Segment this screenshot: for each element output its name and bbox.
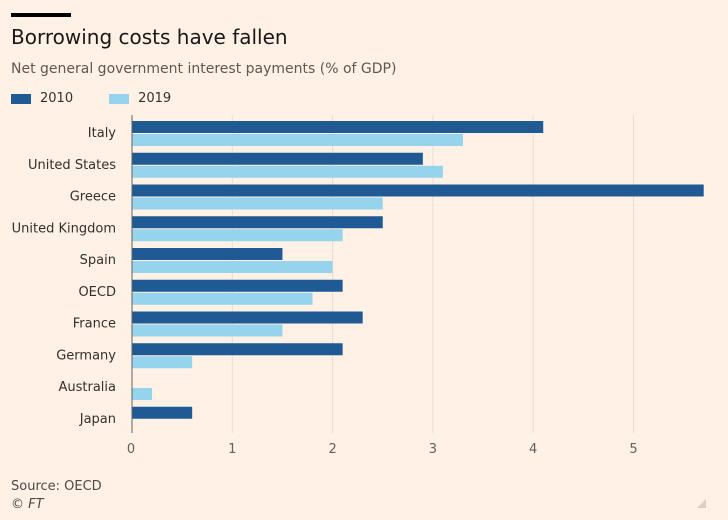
bar-united-states-2010: [132, 152, 423, 165]
bar-france-2019: [132, 324, 283, 337]
legend: 2010 2019: [11, 91, 207, 106]
x-tick-label-5: 5: [629, 442, 637, 457]
top-rule: [11, 13, 71, 17]
legend-swatch-2010: [11, 93, 31, 104]
category-label-spain: Spain: [80, 253, 116, 268]
category-label-oecd: OECD: [78, 285, 116, 300]
bar-united-kingdom-2019: [132, 229, 343, 242]
x-tick-label-3: 3: [429, 442, 437, 457]
bar-australia-2019: [132, 388, 153, 400]
category-label-australia: Australia: [58, 380, 116, 395]
x-tick-label-4: 4: [529, 442, 537, 457]
bar-france-2010: [132, 311, 363, 324]
copyright-credit: © FT: [11, 497, 44, 512]
x-tick-label-1: 1: [228, 442, 236, 457]
legend-label-2010: 2010: [40, 91, 74, 106]
bar-spain-2010: [132, 248, 283, 260]
bar-united-kingdom-2010: [132, 216, 383, 229]
bar-germany-2010: [132, 343, 343, 356]
resize-corner-icon: [697, 499, 706, 508]
bar-oecd-2019: [132, 292, 313, 305]
category-label-united-kingdom: United Kingdom: [12, 221, 116, 236]
bar-italy-2019: [132, 134, 463, 146]
category-label-france: France: [73, 317, 116, 332]
category-label-united-states: United States: [28, 158, 116, 173]
category-label-germany: Germany: [56, 348, 116, 363]
legend-label-2019: 2019: [138, 91, 172, 106]
bar-italy-2010: [132, 121, 544, 133]
legend-item-2019: 2019: [109, 91, 171, 106]
bar-japan-2010: [132, 406, 193, 419]
bar-spain-2019: [132, 261, 333, 273]
category-label-japan: Japan: [79, 412, 116, 427]
category-label-greece: Greece: [70, 190, 116, 205]
x-tick-label-0: 0: [127, 442, 135, 457]
bar-germany-2019: [132, 356, 193, 369]
bar-greece-2010: [132, 184, 704, 197]
bar-united-states-2019: [132, 165, 443, 178]
legend-item-2010: 2010: [11, 91, 73, 106]
chart-title: Borrowing costs have fallen: [11, 25, 288, 49]
x-tick-label-2: 2: [328, 442, 336, 457]
chart-subtitle: Net general government interest payments…: [11, 61, 397, 77]
legend-swatch-2019: [109, 93, 130, 104]
category-label-italy: Italy: [88, 126, 117, 141]
source-note: Source: OECD: [11, 479, 102, 494]
bar-greece-2019: [132, 197, 383, 210]
bar-oecd-2010: [132, 279, 343, 292]
